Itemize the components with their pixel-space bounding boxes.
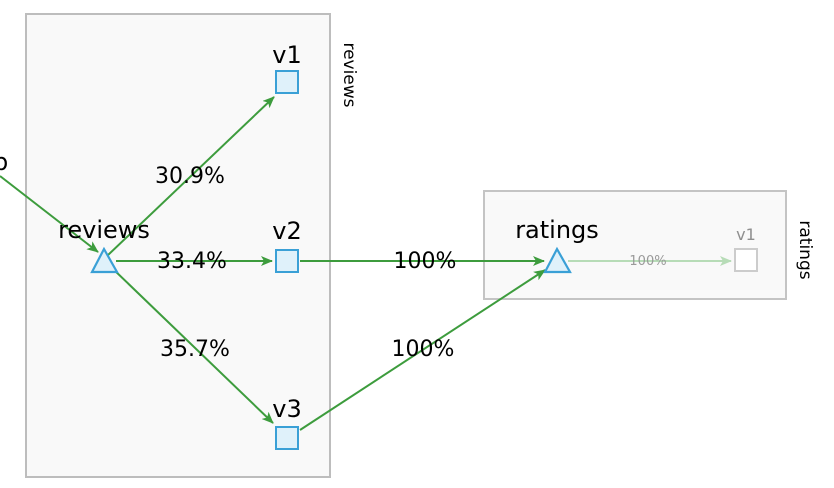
edge-label-to-v1: 30.9% bbox=[155, 164, 225, 189]
ratings-v1-label: v1 bbox=[736, 225, 756, 244]
reviews-v3-node[interactable] bbox=[275, 426, 299, 450]
edge-reviews-to-v1[interactable] bbox=[106, 96, 275, 257]
ratings-service-node[interactable] bbox=[543, 246, 572, 274]
edge-incoming-to-reviews[interactable] bbox=[0, 175, 99, 253]
edge-label-to-v2: 33.4% bbox=[157, 249, 227, 274]
reviews-service-label: reviews bbox=[58, 216, 150, 244]
edge-label-v3-to-ratings: 100% bbox=[392, 337, 455, 362]
edge-label-v2-to-ratings: 100% bbox=[394, 249, 457, 274]
reviews-v1-label: v1 bbox=[272, 41, 301, 69]
edge-v3-to-ratings[interactable] bbox=[299, 269, 546, 431]
reviews-v2-node[interactable] bbox=[275, 249, 299, 273]
edge-label-ratings-to-v1: 100% bbox=[629, 254, 666, 269]
offscreen-node-label-fragment: p bbox=[0, 148, 8, 176]
ratings-app-box[interactable] bbox=[483, 190, 787, 300]
reviews-v3-label: v3 bbox=[272, 395, 301, 423]
edge-reviews-to-v3[interactable] bbox=[111, 267, 274, 424]
reviews-box-label: reviews bbox=[339, 42, 359, 107]
ratings-service-label: ratings bbox=[515, 216, 599, 244]
ratings-box-label: ratings bbox=[795, 220, 815, 279]
edge-label-to-v3: 35.7% bbox=[160, 337, 230, 362]
ratings-v1-node[interactable] bbox=[734, 248, 758, 272]
reviews-v1-node[interactable] bbox=[275, 70, 299, 94]
reviews-service-node[interactable] bbox=[90, 246, 119, 274]
reviews-v2-label: v2 bbox=[272, 217, 301, 245]
